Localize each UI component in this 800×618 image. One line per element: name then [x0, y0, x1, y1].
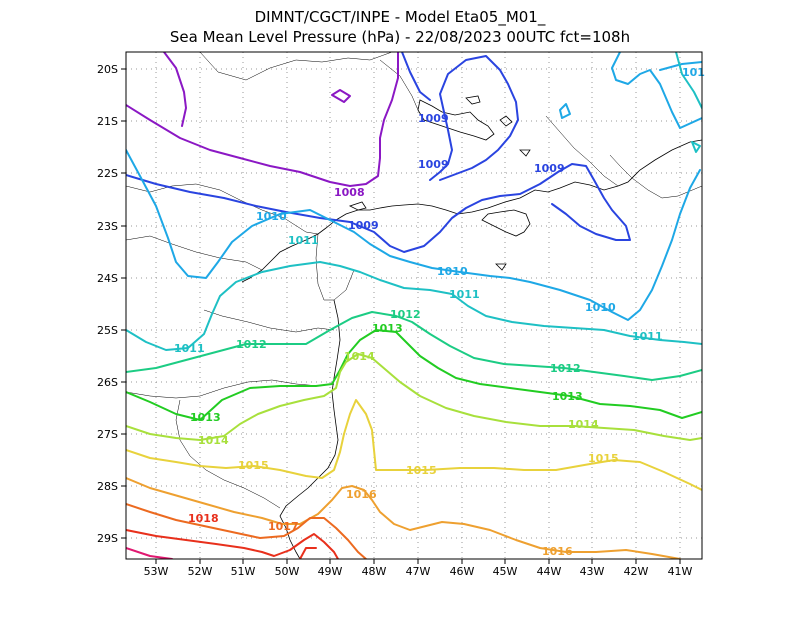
state-border [379, 59, 419, 111]
x-tick-label: 46W [450, 565, 475, 578]
isobar-1013 [126, 329, 702, 421]
isobar-1010 [126, 149, 701, 321]
state-border [609, 154, 702, 199]
title-line-1: DIMNT/CGCT/INPE - Model Eta05_M01_ [255, 8, 546, 27]
bay-coast [417, 99, 495, 141]
isobar-1008 [126, 52, 399, 187]
x-tick-label: 45W [493, 565, 518, 578]
isobar-label: 1015 [238, 459, 269, 472]
y-tick-label: 24S [97, 272, 118, 285]
x-tick-label: 52W [188, 565, 213, 578]
state-border [203, 309, 335, 333]
x-tick-label: 50W [275, 565, 300, 578]
x-tick-label: 49W [318, 565, 343, 578]
y-tick-label: 20S [97, 63, 118, 76]
state-border [175, 399, 281, 509]
y-tick-label: 22S [97, 167, 118, 180]
x-tick-label: 53W [144, 565, 169, 578]
y-tick-label: 28S [97, 480, 118, 493]
bay-coast-2 [481, 209, 531, 237]
isobar-label: 1012 [236, 338, 267, 351]
isobar-label: 1012 [390, 308, 421, 321]
isobar-1015 [126, 399, 702, 491]
isobar-label: 1013 [552, 390, 583, 403]
isobar-1012 [126, 311, 702, 381]
isobar-label: 1017 [268, 520, 299, 533]
isobar-label: 1011 [174, 342, 205, 355]
isobar-label: 1009 [418, 112, 449, 125]
isobar-label: 1014 [198, 434, 229, 447]
isobar-label: 1015 [588, 452, 619, 465]
state-border [126, 379, 335, 399]
title-line-2: Sea Mean Level Pressure (hPa) - 22/08/20… [170, 28, 630, 46]
x-tick-label: 48W [362, 565, 387, 578]
isobar-label: 1015 [406, 464, 437, 477]
state-border [126, 183, 319, 235]
state-border [126, 235, 263, 271]
isobar-layer [126, 52, 702, 559]
isobar-label: 1016 [542, 545, 573, 558]
isobar-1010-north [611, 52, 702, 129]
isobar-label: 1008 [334, 186, 365, 199]
isobar-1011-north [675, 52, 702, 109]
x-axis-ticks: 53W 52W 51W 50W 49W 48W 47W 46W 45W 44W … [144, 559, 693, 578]
x-tick-label: 42W [624, 565, 649, 578]
x-tick-label: 43W [580, 565, 605, 578]
isobar-label: 1011 [288, 234, 319, 247]
isobar-1009-north [429, 55, 519, 181]
plot-frame [125, 51, 703, 560]
y-tick-label: 23S [97, 220, 118, 233]
coastline-south [279, 299, 341, 559]
isobar-1018 [126, 529, 339, 559]
isobar-1008-north [163, 52, 187, 127]
state-border [199, 52, 393, 81]
isobar-1010-east [559, 103, 571, 119]
y-tick-label: 29S [97, 532, 118, 545]
isobar-1010-e2 [659, 61, 702, 71]
isobar-1014 [126, 353, 702, 441]
isobar-1019 [126, 547, 173, 559]
isobar-label: 1009 [348, 219, 379, 232]
island-coast-2 [348, 201, 507, 271]
island-coast [465, 95, 531, 157]
isobar-1017 [126, 503, 367, 559]
isobar-label: 1014 [344, 350, 375, 363]
state-border [545, 115, 619, 187]
isobar-label: 1018 [188, 512, 219, 525]
isobar-label: 1016 [346, 488, 377, 501]
isobar-1011-east [691, 141, 701, 153]
x-tick-label: 44W [537, 565, 562, 578]
isobar-label: 1011 [449, 288, 480, 301]
isobar-label: 1010 [585, 301, 616, 314]
isobar-label: 1012 [550, 362, 581, 375]
isobar-label: 1009 [534, 162, 565, 175]
isobar-label: 1013 [372, 322, 403, 335]
isobar-labels: 1008 1009 1009 1009 1009 1010 1010 1010 … [174, 66, 705, 558]
isobar-1016 [126, 477, 681, 559]
isobar-label: 1013 [190, 411, 221, 424]
map-layer [126, 52, 702, 559]
isobar-label: 1009 [418, 158, 449, 171]
y-tick-label: 25S [97, 324, 118, 337]
isobar-1011 [126, 261, 702, 351]
gridlines [126, 52, 702, 559]
x-tick-label: 51W [231, 565, 256, 578]
isobar-label: 101 [682, 66, 705, 79]
y-axis-ticks: 20S 21S 22S 23S 24S 25S 26S 27S 28S 29S [97, 63, 126, 545]
y-tick-label: 26S [97, 376, 118, 389]
isobar-1008-loop [331, 89, 351, 103]
isobar-label: 1011 [632, 330, 663, 343]
isobar-label: 1010 [437, 265, 468, 278]
y-tick-label: 21S [97, 115, 118, 128]
y-tick-label: 27S [97, 428, 118, 441]
state-border [315, 233, 355, 301]
x-tick-label: 47W [406, 565, 431, 578]
isobar-1009-east [401, 52, 431, 101]
x-tick-label: 41W [668, 565, 693, 578]
isobar-label: 1014 [568, 418, 599, 431]
isobar-label: 1010 [256, 210, 287, 223]
isobar-1018-b [299, 547, 317, 559]
